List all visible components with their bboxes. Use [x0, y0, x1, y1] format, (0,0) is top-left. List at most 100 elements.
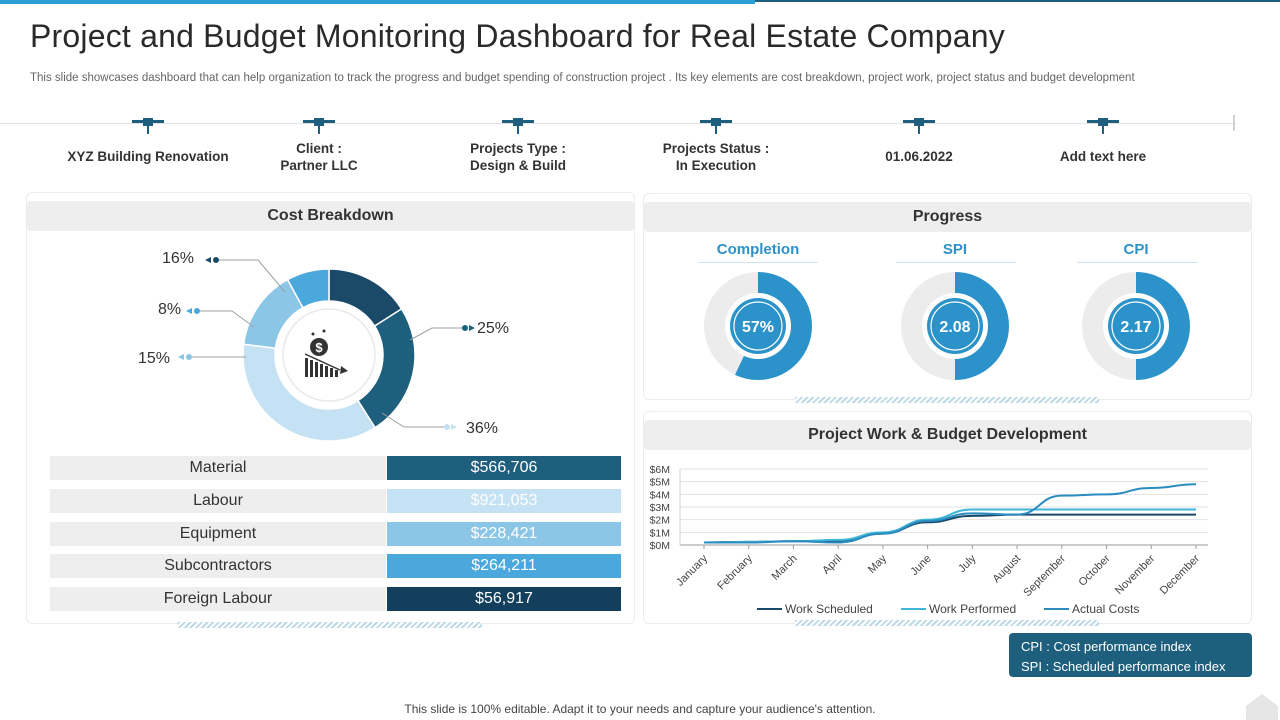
milestone-label: Projects Status : In Execution — [662, 141, 770, 173]
milestone-date: 01.06.2022 — [824, 118, 1014, 165]
leader-arrow-25 — [469, 325, 475, 331]
x-tick-label: May — [866, 552, 890, 576]
spi-value: 2.08 — [939, 319, 970, 336]
slice-label-36: 36% — [466, 420, 499, 437]
leader-dot-25 — [462, 325, 468, 331]
milestone-label: Projects Type : Design & Build — [469, 141, 566, 173]
completion-gauge — [704, 272, 813, 380]
cost-row-value: $264,211 — [387, 554, 621, 578]
y-tick-label: $6M — [650, 464, 670, 476]
x-tick-label: September — [1021, 552, 1068, 599]
leader-arrow-15 — [178, 354, 184, 360]
legend-label: Work Performed — [929, 602, 1016, 616]
cost-row-foreign-labour: Foreign Labour $56,917 — [50, 587, 621, 611]
leader-line-25 — [409, 327, 464, 341]
progress-panel-hatch-decoration — [795, 397, 1099, 403]
top-accent-line — [755, 0, 1280, 2]
cpi-title: CPI — [1123, 241, 1149, 258]
y-tick-label: $5M — [650, 477, 670, 489]
cost-row-value: $566,706 — [387, 456, 621, 480]
x-tick-label: August — [991, 553, 1024, 586]
cost-breakdown-title: Cost Breakdown — [27, 201, 634, 231]
cost-row-name: Material — [50, 456, 386, 480]
x-tick-label: October — [1077, 552, 1113, 588]
milestone-marker-icon — [903, 118, 935, 134]
y-tick-label: $4M — [650, 489, 670, 501]
leader-arrow-8 — [186, 308, 192, 314]
legend-label: Work Scheduled — [785, 602, 873, 616]
cost-row-equipment: Equipment $228,421 — [50, 522, 621, 546]
budget-panel-hatch-decoration — [795, 620, 1099, 626]
leader-dot-15 — [186, 354, 192, 360]
gauge-center-ring — [1111, 301, 1161, 351]
donut-hole — [275, 301, 383, 409]
milestone-project-type: Projects Type : Design & Build — [423, 118, 613, 174]
x-tick-label: February — [715, 552, 755, 592]
x-tick-label: November — [1113, 552, 1158, 597]
x-tick-label: December — [1158, 552, 1203, 597]
gauge-center — [927, 298, 983, 354]
leader-arrow-36 — [451, 424, 457, 430]
milestone-project-name: XYZ Building Renovation — [53, 118, 243, 165]
leader-line-8 — [198, 310, 255, 328]
milestone-label: Client : Partner LLC — [280, 141, 358, 173]
slice-label-16: 16% — [162, 250, 195, 267]
cpi-definition: CPI : Cost performance index — [1021, 639, 1192, 654]
timeline-end-cap — [1233, 115, 1235, 131]
slice-label-8: 8% — [158, 301, 182, 318]
home-icon[interactable] — [1244, 692, 1280, 720]
budget-line-chart: $0M$1M$2M$3M$4M$5M$6M January February Mar… — [650, 464, 1208, 616]
leader-dot-16 — [213, 257, 219, 263]
x-tick-label: January — [674, 552, 711, 589]
cost-row-name: Equipment — [50, 522, 386, 546]
donut-inner-ring — [282, 308, 376, 402]
spi-definition: SPI : Scheduled performance index — [1021, 659, 1226, 674]
page-subtitle: This slide showcases dashboard that can … — [30, 72, 1135, 84]
budget-development-title: Project Work & Budget Development — [644, 420, 1251, 450]
progress-title: Progress — [644, 202, 1251, 232]
spi-gauge — [901, 272, 1009, 380]
slice-label-15: 15% — [138, 350, 171, 367]
leader-dot-36 — [444, 424, 450, 430]
top-accent-bar — [0, 0, 755, 4]
milestone-marker-icon — [700, 118, 732, 134]
cost-row-name: Labour — [50, 489, 386, 513]
y-tick-label: $2M — [650, 515, 670, 527]
cpi-gauge — [1082, 272, 1190, 380]
milestone-client: Client : Partner LLC — [224, 118, 414, 174]
cost-row-value: $56,917 — [387, 587, 621, 611]
leader-line-36 — [381, 412, 446, 428]
y-tick-label: $3M — [650, 502, 670, 514]
series-line-work-scheduled — [703, 513, 1197, 544]
milestone-marker-icon — [1087, 118, 1119, 134]
milestone-project-status: Projects Status : In Execution — [621, 118, 811, 174]
legend-label: Actual Costs — [1072, 602, 1139, 616]
gauge-center-ring — [930, 301, 980, 351]
page-title: Project and Budget Monitoring Dashboard … — [30, 18, 1005, 54]
cost-donut-chart: $ — [178, 257, 475, 442]
cost-row-name: Foreign Labour — [50, 587, 386, 611]
completion-title: Completion — [716, 241, 800, 258]
leader-line-16 — [217, 259, 286, 293]
x-tick-label: June — [908, 553, 933, 578]
cost-panel-hatch-decoration — [178, 622, 482, 628]
cost-row-name: Subcontractors — [50, 554, 386, 578]
milestone-marker-icon — [303, 118, 335, 134]
svg-text:$: $ — [315, 340, 323, 355]
x-tick-label: March — [769, 553, 799, 583]
completion-value: 57% — [742, 319, 774, 336]
milestone-marker-icon — [132, 118, 164, 134]
cost-row-material: Material $566,706 — [50, 456, 621, 480]
slice-label-25: 25% — [477, 320, 510, 337]
completion-underline — [698, 262, 818, 263]
gauge-center — [1108, 298, 1164, 354]
milestone-add-text: Add text here — [1008, 118, 1198, 165]
index-legend-box: CPI : Cost performance index SPI : Sched… — [1009, 633, 1252, 677]
cost-row-value: $921,053 — [387, 489, 621, 513]
cpi-value: 2.17 — [1120, 319, 1151, 336]
milestone-marker-icon — [502, 118, 534, 134]
gauge-center — [730, 298, 786, 354]
progress-gauges: 57% 2.08 2.17 — [704, 272, 1190, 380]
money-chart-icon: $ — [304, 329, 348, 377]
cost-row-value: $228,421 — [387, 522, 621, 546]
